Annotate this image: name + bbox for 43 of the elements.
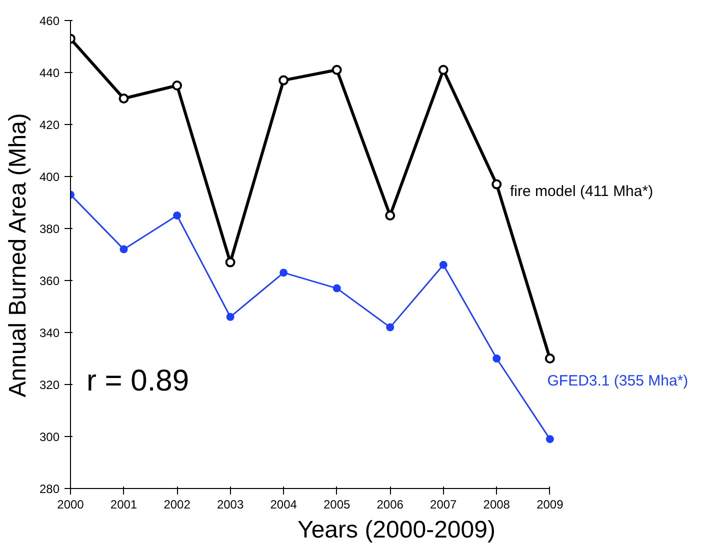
x-tick-label: 2001	[110, 498, 138, 512]
annotation: r = 0.89	[86, 364, 190, 398]
x-tick-label: 2003	[216, 498, 244, 512]
x-axis-title: Years (2000-2009)	[298, 516, 496, 544]
y-tick-label: 460	[39, 14, 60, 28]
point	[385, 210, 396, 220]
y-tick-label: 380	[39, 222, 60, 236]
point	[492, 179, 502, 190]
point	[225, 257, 236, 268]
point	[226, 312, 234, 321]
x-tick-label: 2008	[483, 498, 510, 512]
y-tick-label: 400	[39, 170, 60, 184]
y-tick-label: 300	[39, 430, 60, 444]
point	[439, 260, 448, 269]
point	[278, 75, 289, 86]
x-tick-label: 2004	[270, 498, 298, 512]
point	[544, 354, 555, 364]
x-tick-label: 2006	[376, 498, 404, 512]
x-tick-label: 2005	[323, 498, 351, 512]
point	[546, 435, 554, 444]
point	[280, 268, 288, 277]
y-tick-label: 320	[39, 378, 60, 392]
point	[332, 64, 342, 75]
point	[332, 284, 341, 292]
point	[438, 64, 448, 75]
series-label: fire model (411 Mha*)	[510, 182, 654, 200]
y-tick-label: 280	[39, 482, 60, 496]
point	[120, 245, 128, 254]
x-tick-label: 2009	[536, 498, 564, 512]
y-tick-label: 440	[39, 66, 60, 80]
x-tick-label: 2002	[164, 498, 191, 512]
y-tick-label: 360	[39, 274, 60, 288]
y-axis-title: Annual Burned Area (Mha)	[4, 113, 32, 398]
y-tick-label: 420	[39, 118, 60, 132]
point	[386, 323, 394, 332]
point	[118, 94, 129, 104]
series-label: GFED3.1 (355 Mha*)	[547, 372, 688, 390]
point	[173, 212, 182, 220]
x-tick-label: 2000	[57, 498, 84, 512]
point	[492, 354, 501, 362]
point	[172, 80, 182, 90]
y-tick-label: 340	[39, 326, 60, 340]
x-tick-label: 2007	[430, 498, 458, 512]
